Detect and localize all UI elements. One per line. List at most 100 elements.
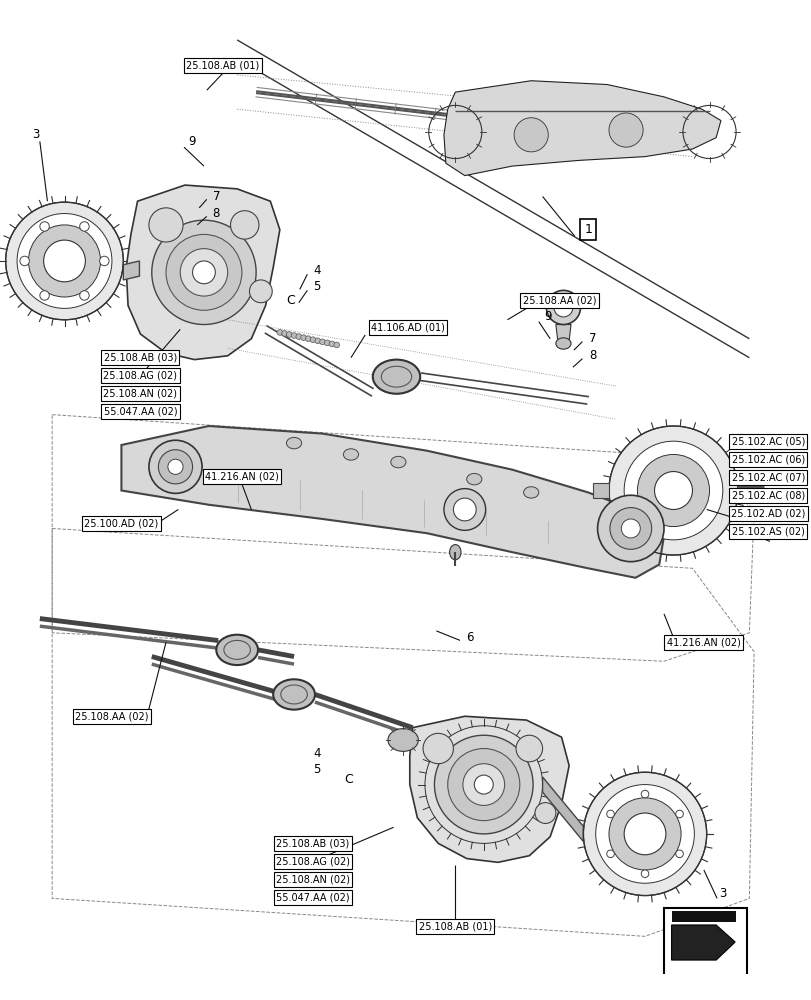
Text: 25.108.AN (02): 25.108.AN (02) <box>103 389 177 399</box>
Ellipse shape <box>148 208 182 242</box>
Ellipse shape <box>654 472 692 509</box>
Ellipse shape <box>675 810 683 818</box>
Text: 25.108.AA (02): 25.108.AA (02) <box>522 296 595 306</box>
Ellipse shape <box>620 519 640 538</box>
Ellipse shape <box>556 338 570 349</box>
Text: 1: 1 <box>583 223 591 236</box>
Polygon shape <box>444 81 720 176</box>
Polygon shape <box>671 925 734 960</box>
Polygon shape <box>126 185 280 360</box>
Text: 9: 9 <box>544 310 551 323</box>
Text: 25.108.AG (02): 25.108.AG (02) <box>276 856 350 866</box>
Ellipse shape <box>608 426 737 555</box>
Ellipse shape <box>20 256 29 266</box>
Ellipse shape <box>180 249 227 296</box>
Ellipse shape <box>447 749 519 821</box>
Ellipse shape <box>100 256 109 266</box>
Ellipse shape <box>608 113 642 147</box>
Ellipse shape <box>595 785 693 883</box>
Ellipse shape <box>444 489 485 530</box>
Text: 25.102.AC (07): 25.102.AC (07) <box>731 472 804 482</box>
Bar <box>671 911 736 922</box>
Text: 5: 5 <box>313 280 320 293</box>
Ellipse shape <box>390 456 406 468</box>
Ellipse shape <box>624 813 665 855</box>
Ellipse shape <box>534 803 556 823</box>
Ellipse shape <box>606 810 614 818</box>
Ellipse shape <box>148 440 202 493</box>
Ellipse shape <box>466 473 481 485</box>
Text: 25.102.AS (02): 25.102.AS (02) <box>731 526 804 536</box>
Ellipse shape <box>434 735 533 834</box>
Ellipse shape <box>272 679 315 710</box>
Ellipse shape <box>333 342 339 348</box>
Text: 3: 3 <box>719 887 726 900</box>
Polygon shape <box>542 777 582 841</box>
Text: 25.108.AB (03): 25.108.AB (03) <box>104 353 177 363</box>
Text: 7: 7 <box>589 332 596 345</box>
Ellipse shape <box>305 336 311 342</box>
Ellipse shape <box>523 487 539 498</box>
Polygon shape <box>556 325 570 341</box>
Text: C: C <box>345 773 353 786</box>
Ellipse shape <box>462 764 504 805</box>
Text: 25.108.AB (01): 25.108.AB (01) <box>186 61 260 71</box>
Ellipse shape <box>295 334 301 339</box>
Text: 4: 4 <box>313 264 320 277</box>
Ellipse shape <box>423 733 453 764</box>
Ellipse shape <box>320 339 325 345</box>
Ellipse shape <box>609 508 651 549</box>
Text: 25.108.AB (03): 25.108.AB (03) <box>276 838 350 848</box>
Text: 5: 5 <box>313 763 320 776</box>
Polygon shape <box>122 426 663 578</box>
Ellipse shape <box>6 202 123 320</box>
Ellipse shape <box>230 211 259 239</box>
Ellipse shape <box>277 330 282 335</box>
Polygon shape <box>592 483 608 498</box>
Ellipse shape <box>40 222 49 231</box>
Polygon shape <box>123 261 139 280</box>
Ellipse shape <box>158 450 192 484</box>
Text: 7: 7 <box>212 190 220 203</box>
Ellipse shape <box>641 790 648 798</box>
Text: 55.047.AA (02): 55.047.AA (02) <box>276 892 350 902</box>
Ellipse shape <box>310 337 315 343</box>
Ellipse shape <box>343 449 358 460</box>
Ellipse shape <box>286 437 301 449</box>
Bar <box>663 908 747 976</box>
Ellipse shape <box>513 118 547 152</box>
Text: 25.108.AB (01): 25.108.AB (01) <box>418 922 491 932</box>
Text: 25.108.AG (02): 25.108.AG (02) <box>103 371 177 381</box>
Ellipse shape <box>546 290 580 325</box>
Text: 4: 4 <box>313 747 320 760</box>
Ellipse shape <box>28 225 101 297</box>
Text: 9: 9 <box>187 135 195 148</box>
Ellipse shape <box>624 441 722 540</box>
Ellipse shape <box>192 261 215 284</box>
Ellipse shape <box>152 220 255 325</box>
Ellipse shape <box>608 798 680 870</box>
Ellipse shape <box>582 772 706 896</box>
Ellipse shape <box>79 222 89 231</box>
Ellipse shape <box>165 234 242 310</box>
Text: 25.102.AD (02): 25.102.AD (02) <box>730 508 805 518</box>
Ellipse shape <box>328 341 334 347</box>
Ellipse shape <box>17 214 112 308</box>
Text: 6: 6 <box>466 631 473 644</box>
Ellipse shape <box>40 291 49 300</box>
Text: 55.047.AA (02): 55.047.AA (02) <box>104 407 177 417</box>
Ellipse shape <box>324 340 330 346</box>
Ellipse shape <box>388 729 418 751</box>
Text: 25.102.AC (05): 25.102.AC (05) <box>731 436 804 446</box>
Ellipse shape <box>453 498 475 521</box>
Ellipse shape <box>637 454 709 527</box>
Text: C: C <box>285 294 294 307</box>
Text: 25.108.AN (02): 25.108.AN (02) <box>276 874 350 884</box>
Ellipse shape <box>281 331 287 336</box>
Ellipse shape <box>515 735 542 762</box>
Text: 41.106.AD (01): 41.106.AD (01) <box>371 322 444 332</box>
Ellipse shape <box>249 280 272 303</box>
Text: 25.102.AC (06): 25.102.AC (06) <box>731 454 804 464</box>
Text: 25.102.AC (08): 25.102.AC (08) <box>731 490 804 500</box>
Ellipse shape <box>606 850 614 858</box>
